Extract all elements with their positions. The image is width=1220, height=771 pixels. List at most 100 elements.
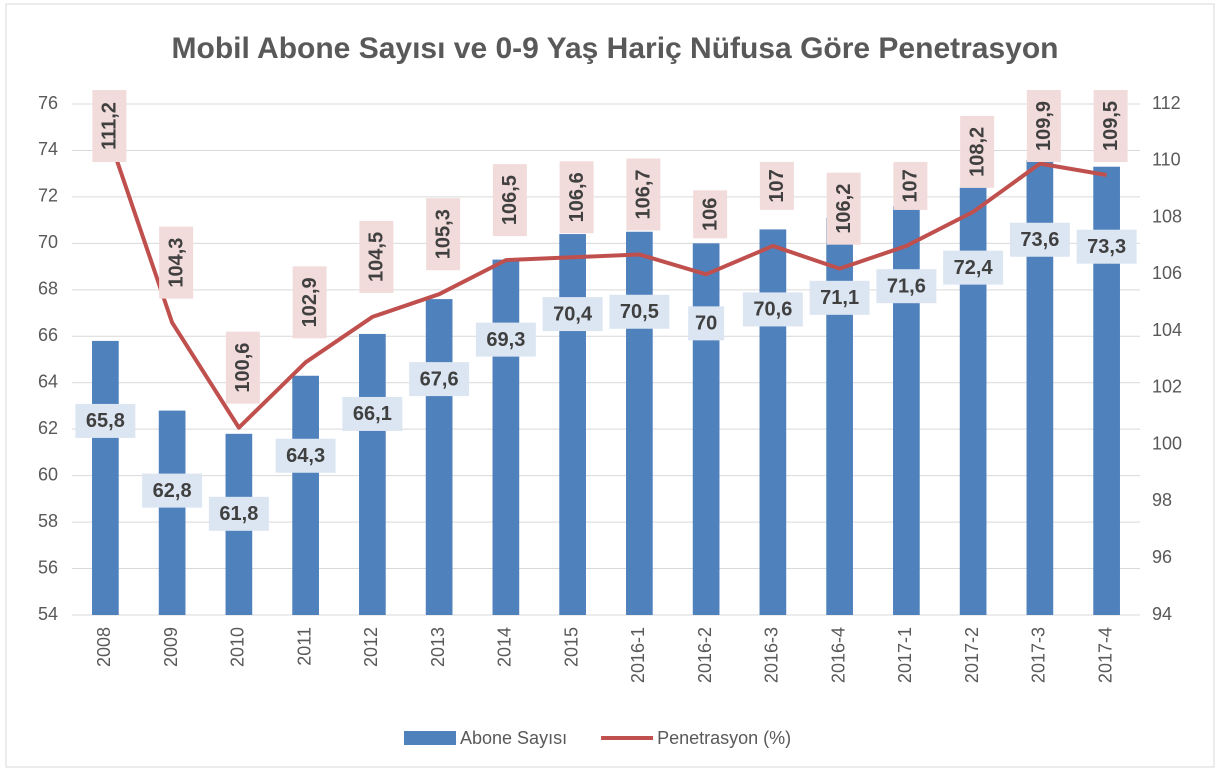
data-label: 105,3 — [426, 198, 461, 271]
data-label-bg — [275, 438, 336, 473]
data-label: 107 — [759, 161, 794, 210]
bar — [826, 217, 853, 615]
bar — [359, 333, 386, 615]
x-tick-label: 2013 — [428, 627, 448, 667]
data-label-bg — [359, 220, 394, 293]
legend-label: Abone Sayısı — [460, 728, 567, 748]
data-label-text: 108,2 — [966, 127, 988, 177]
data-label-bg — [943, 250, 1004, 285]
bar — [425, 299, 453, 615]
x-tick-label: 2017-3 — [1029, 627, 1049, 683]
data-label: 70,6 — [742, 292, 803, 327]
data-label-text: 107 — [766, 169, 788, 202]
data-label: 71,6 — [876, 269, 937, 304]
data-label-text: 64,3 — [286, 445, 325, 467]
data-label-text: 62,8 — [153, 480, 192, 502]
data-label-text: 72,4 — [954, 257, 994, 279]
data-label-text: 70,6 — [753, 299, 792, 321]
data-label: 108,2 — [960, 115, 995, 188]
y-tick-label: 60 — [38, 464, 58, 484]
y2-tick-label: 100 — [1152, 433, 1182, 453]
data-label-bg — [559, 161, 594, 234]
x-tick-label: 2017-1 — [895, 627, 915, 683]
legend-swatch — [404, 731, 456, 745]
data-label: 73,6 — [1009, 222, 1070, 257]
data-label-text: 106,6 — [566, 172, 588, 222]
bar — [692, 243, 720, 615]
y2-tick-label: 94 — [1152, 604, 1172, 624]
data-label: 62,8 — [142, 473, 203, 508]
x-tick-label: 2012 — [361, 627, 381, 667]
bar — [158, 410, 186, 615]
data-label: 69,3 — [475, 322, 536, 357]
data-label-bg — [1026, 90, 1061, 162]
x-tick-label: 2015 — [561, 627, 581, 667]
y2-tick-label: 104 — [1152, 320, 1182, 340]
legend-label: Penetrasyon (%) — [657, 728, 791, 748]
data-label-text: 70,5 — [620, 301, 659, 323]
data-label-text: 107 — [900, 169, 922, 202]
x-tick-label: 2009 — [161, 627, 181, 667]
data-label-text: 106,7 — [633, 169, 655, 219]
data-label-text: 102,9 — [299, 277, 321, 327]
data-label: 73,3 — [1076, 229, 1137, 264]
y-tick-label: 58 — [38, 511, 58, 531]
data-label-text: 106,5 — [499, 175, 521, 225]
y2-tick-label: 108 — [1152, 206, 1182, 226]
data-label-text: 104,5 — [366, 232, 388, 282]
data-label: 100,6 — [225, 331, 260, 404]
data-label-bg — [342, 396, 403, 431]
data-label: 111,2 — [92, 90, 127, 162]
data-label: 109,5 — [1093, 90, 1128, 162]
chart-border — [5, 3, 1215, 768]
y-tick-label: 54 — [38, 604, 58, 624]
x-tick-label: 2016-2 — [695, 627, 715, 683]
bar — [759, 229, 787, 615]
y2-tick-label: 102 — [1152, 377, 1182, 397]
data-label-bg — [409, 362, 470, 397]
data-label-bg — [893, 161, 928, 210]
y-tick-label: 76 — [38, 93, 58, 113]
y-tick-label: 56 — [38, 557, 58, 577]
data-label-bg — [759, 161, 794, 210]
data-label-text: 111,2 — [99, 102, 121, 150]
y2-tick-label: 106 — [1152, 263, 1182, 283]
data-label: 66,1 — [342, 396, 403, 431]
data-label-text: 69,3 — [486, 329, 525, 351]
data-label-bg — [142, 473, 203, 508]
bar — [626, 231, 653, 615]
data-label: 106,5 — [492, 164, 527, 237]
data-label-bg — [208, 496, 269, 531]
data-label: 104,5 — [359, 220, 394, 293]
data-label: 106,7 — [626, 158, 661, 231]
data-label: 106 — [693, 190, 728, 239]
data-label-bg — [876, 269, 937, 304]
data-label: 64,3 — [275, 438, 336, 473]
data-label-text: 70 — [695, 313, 717, 335]
bar — [92, 340, 119, 615]
data-label-bg — [92, 90, 127, 162]
data-label-text: 67,6 — [420, 368, 459, 390]
bar — [492, 259, 520, 615]
data-label-bg — [688, 306, 725, 341]
data-label-bg — [426, 198, 461, 271]
x-tick-label: 2016-1 — [628, 627, 648, 683]
data-label: 106,2 — [826, 172, 861, 245]
data-label: 104,3 — [159, 226, 194, 299]
data-label-text: 104,3 — [165, 238, 187, 288]
data-label-text: 100,6 — [232, 343, 254, 393]
data-label-bg — [826, 172, 861, 245]
data-label: 72,4 — [943, 250, 1004, 285]
y-tick-label: 68 — [38, 279, 58, 299]
data-label-bg — [1009, 222, 1070, 257]
data-label-bg — [626, 158, 661, 231]
data-label: 106,6 — [559, 161, 594, 234]
x-tick-label: 2014 — [495, 627, 515, 667]
data-label: 67,6 — [409, 362, 470, 397]
data-label-bg — [225, 331, 260, 404]
data-label-text: 106,2 — [833, 184, 855, 234]
data-label: 109,9 — [1026, 90, 1061, 162]
data-label-text: 73,3 — [1087, 236, 1126, 258]
data-label: 71,1 — [809, 280, 870, 315]
